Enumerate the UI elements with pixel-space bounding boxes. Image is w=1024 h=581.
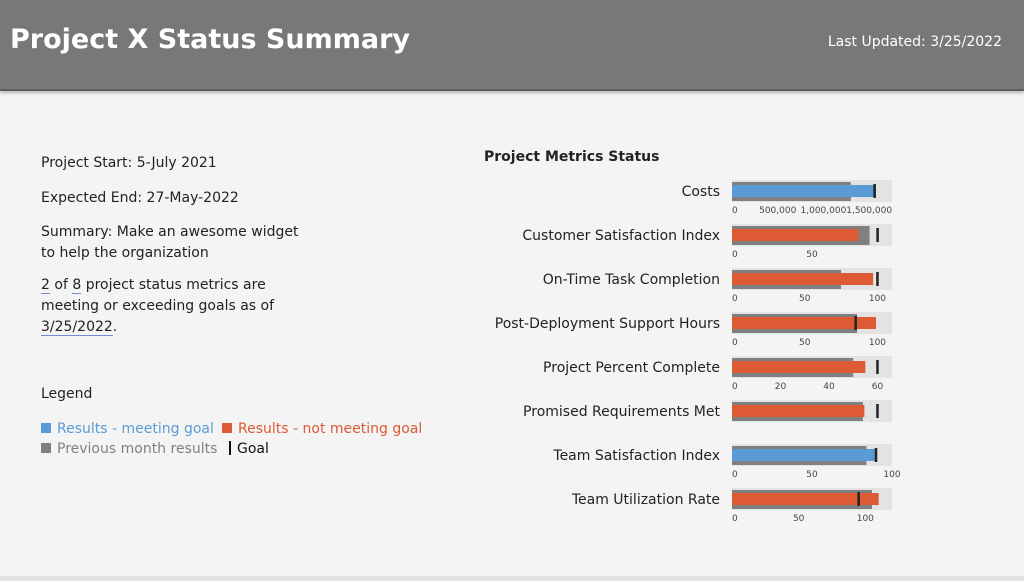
- legend-swatch: [222, 423, 232, 433]
- x-tick-label: 50: [799, 338, 811, 348]
- x-tick-label: 40: [823, 382, 835, 392]
- result-bar: [732, 361, 866, 373]
- goal-mark: [876, 228, 879, 242]
- x-tick-label: 0: [732, 338, 738, 348]
- x-tick-label: 0: [732, 206, 738, 216]
- metric-label: Post-Deployment Support Hours: [495, 316, 720, 332]
- page-title: Project X Status Summary: [10, 24, 410, 55]
- result-bar: [732, 229, 859, 241]
- x-tick-label: 60: [872, 382, 884, 392]
- metric-label: Team Satisfaction Index: [552, 448, 720, 464]
- goal-mark: [876, 360, 879, 374]
- goal-mark: [874, 448, 878, 462]
- meeting-count: 2: [41, 277, 50, 294]
- legend-item: Results - not meeting goal: [222, 421, 422, 437]
- metric-label: Costs: [682, 184, 720, 200]
- goal-mark: [854, 316, 857, 330]
- result-bar: [732, 185, 876, 197]
- x-tick-label: 50: [793, 514, 805, 524]
- status-text-part: .: [112, 319, 118, 335]
- result-bar: [732, 273, 874, 285]
- status-text-part: project status metrics are meeting or ex…: [41, 277, 275, 314]
- legend-item: Previous month results: [41, 441, 217, 457]
- x-tick-label: 1,000,000: [801, 206, 847, 216]
- x-tick-label: 100: [869, 294, 886, 304]
- metric-label: On-Time Task Completion: [543, 272, 720, 288]
- legend-swatch: [229, 441, 231, 455]
- header-bar: Project X Status Summary Last Updated: 3…: [0, 0, 1024, 91]
- expected-end: Expected End: 27-May-2022: [41, 190, 239, 206]
- metric-label: Team Utilization Rate: [571, 492, 720, 508]
- x-tick-label: 0: [732, 294, 738, 304]
- x-tick-label: 500,000: [759, 206, 796, 216]
- x-tick-label: 0: [732, 514, 738, 524]
- x-tick-label: 20: [775, 382, 787, 392]
- status-date: 3/25/2022: [41, 319, 113, 336]
- x-tick-label: 50: [799, 294, 811, 304]
- x-tick-label: 0: [732, 470, 738, 480]
- goal-mark: [873, 184, 876, 198]
- legend-swatch: [41, 423, 51, 433]
- result-bar: [732, 493, 879, 505]
- x-tick-label: 0: [732, 250, 738, 260]
- x-tick-label: 100: [857, 514, 874, 524]
- legend-item: Results - meeting goal: [41, 421, 214, 437]
- metrics-title: Project Metrics Status: [484, 149, 660, 165]
- x-tick-label: 100: [883, 470, 900, 480]
- x-tick-label: 1,500,000: [846, 206, 892, 216]
- x-tick-label: 50: [806, 250, 818, 260]
- goal-mark: [876, 404, 879, 418]
- project-start: Project Start: 5-July 2021: [41, 155, 217, 171]
- result-bar: [732, 317, 876, 329]
- last-updated: Last Updated: 3/25/2022: [827, 34, 1002, 50]
- metric-label: Promised Requirements Met: [523, 404, 720, 420]
- goal-mark: [876, 272, 879, 286]
- legend-swatch: [41, 443, 51, 453]
- legend-item: Goal: [229, 441, 269, 457]
- metric-label: Project Percent Complete: [543, 360, 720, 376]
- metric-label: Customer Satisfaction Index: [522, 228, 720, 244]
- status-text: 2 of 8 project status metrics are meetin…: [41, 275, 321, 338]
- x-tick-label: 50: [806, 470, 818, 480]
- bottom-bar: [0, 576, 1024, 581]
- x-tick-label: 100: [869, 338, 886, 348]
- total-count: 8: [72, 277, 82, 294]
- legend-label: Results - meeting goal: [57, 421, 214, 437]
- result-bar: [732, 405, 865, 417]
- goal-mark: [857, 492, 860, 506]
- x-tick-label: 0: [732, 382, 738, 392]
- legend-label: Goal: [237, 441, 269, 457]
- result-bar: [732, 449, 876, 461]
- metrics-chart: Project Metrics Status Costs 0 500,000 1,00…: [484, 149, 901, 524]
- legend-label: Results - not meeting goal: [238, 421, 423, 437]
- legend-title: Legend: [41, 386, 93, 402]
- status-text-part: of: [54, 277, 68, 293]
- legend-label: Previous month results: [57, 441, 218, 457]
- summary: Summary: Make an awesome widget to help …: [41, 224, 299, 261]
